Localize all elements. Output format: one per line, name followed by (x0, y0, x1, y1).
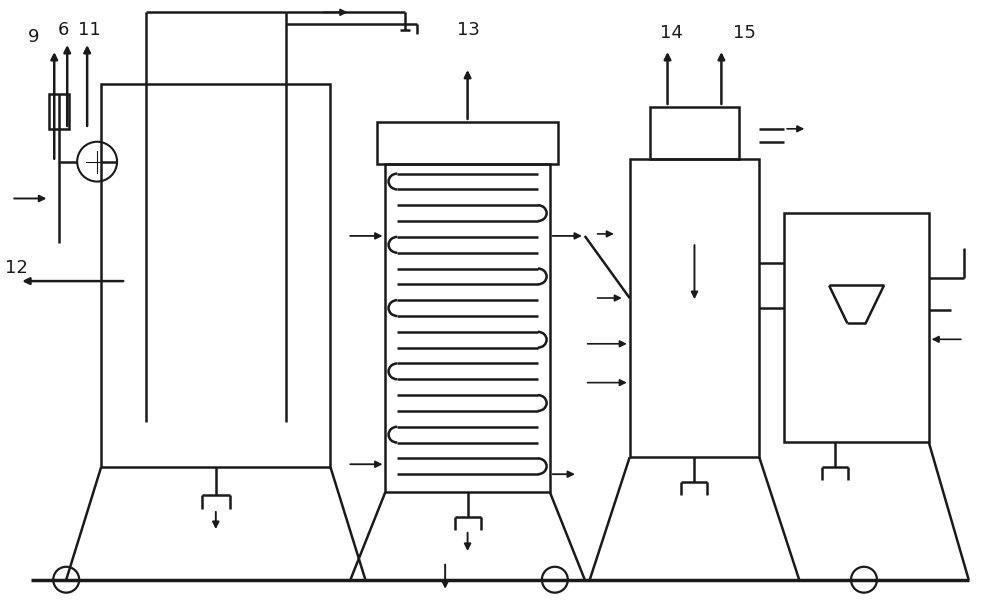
Text: 6: 6 (58, 21, 69, 39)
Text: 9: 9 (28, 28, 39, 46)
Bar (385, 163, 550, 492)
Bar (377, 122, 558, 163)
Text: 15: 15 (733, 24, 756, 42)
Bar (650, 107, 739, 159)
Bar (784, 213, 929, 443)
Bar (101, 84, 330, 467)
Text: 13: 13 (457, 21, 480, 39)
Text: 11: 11 (78, 21, 101, 39)
Text: 14: 14 (660, 24, 683, 42)
Bar (630, 159, 759, 457)
Bar (49, 94, 69, 129)
Text: 12: 12 (5, 259, 28, 277)
